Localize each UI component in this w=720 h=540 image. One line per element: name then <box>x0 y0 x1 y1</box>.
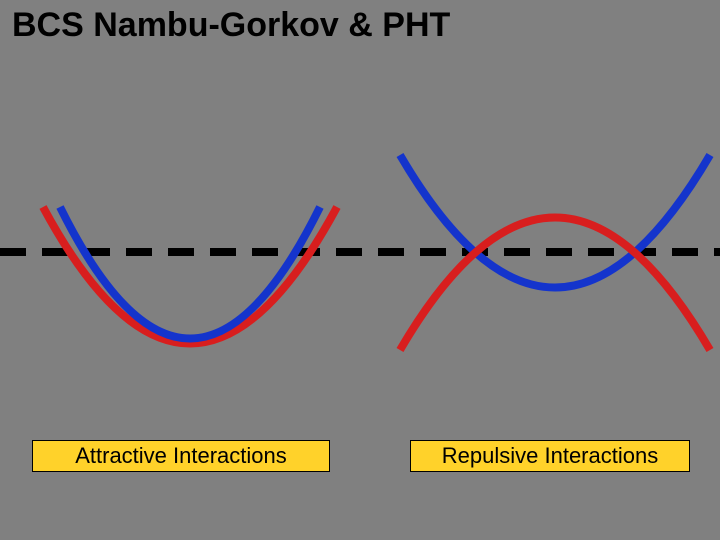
attractive-interactions-label: Attractive Interactions <box>32 440 330 472</box>
repulsive-interactions-label: Repulsive Interactions <box>410 440 690 472</box>
repulsive-label-text: Repulsive Interactions <box>442 443 658 468</box>
left-red-arc <box>43 207 337 344</box>
slide-canvas: BCS Nambu-Gorkov & PHT Attractive Intera… <box>0 0 720 540</box>
left-blue-arc <box>60 207 320 339</box>
attractive-label-text: Attractive Interactions <box>75 443 287 468</box>
